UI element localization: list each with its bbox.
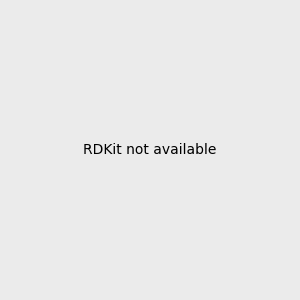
Text: RDKit not available: RDKit not available xyxy=(83,143,217,157)
